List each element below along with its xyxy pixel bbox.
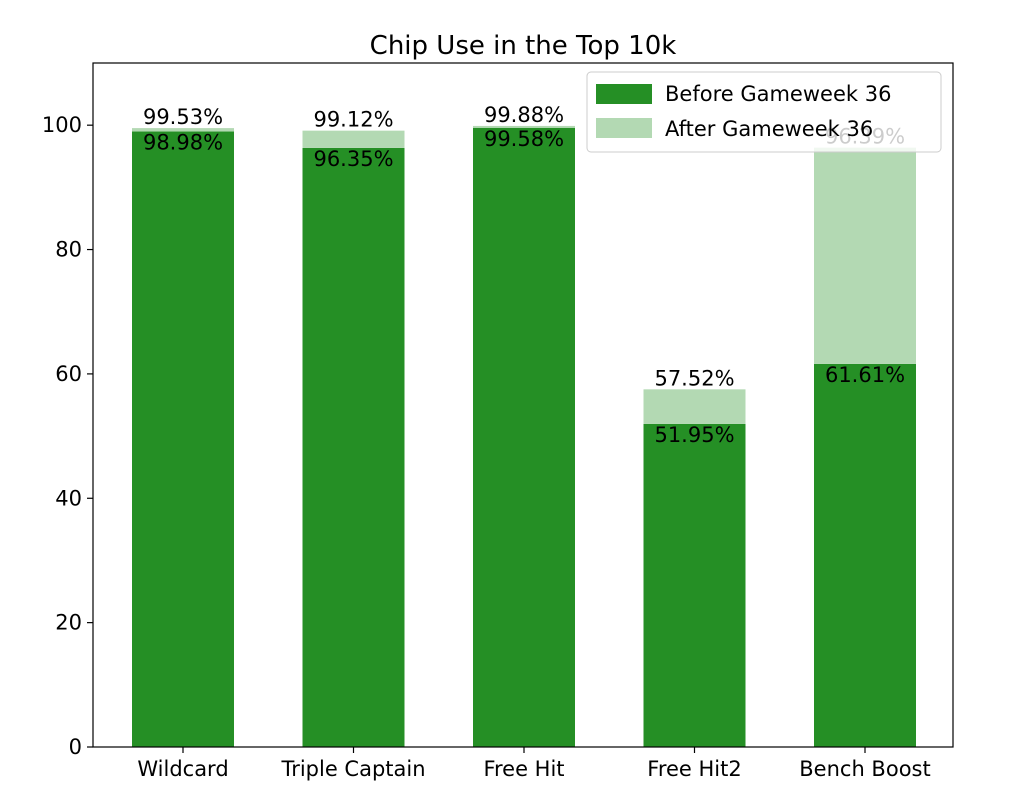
legend-swatch-after bbox=[596, 118, 652, 138]
data-label-before-2: 99.58% bbox=[484, 127, 564, 151]
chart-title: Chip Use in the Top 10k bbox=[370, 31, 677, 61]
bar-before-0 bbox=[132, 131, 234, 748]
bar-before-2 bbox=[473, 127, 575, 747]
x-tick-label-1: Triple Captain bbox=[280, 757, 425, 781]
x-tick-label-3: Free Hit2 bbox=[647, 757, 741, 781]
y-tick-label-5: 100 bbox=[42, 113, 82, 137]
data-label-after-2: 99.88% bbox=[484, 103, 564, 127]
bar-after-0 bbox=[132, 128, 234, 132]
y-tick-label-0: 0 bbox=[69, 735, 82, 759]
data-label-before-0: 98.98% bbox=[143, 131, 223, 155]
data-label-before-4: 61.61% bbox=[825, 363, 905, 387]
x-tick-label-4: Bench Boost bbox=[799, 757, 930, 781]
bar-after-3 bbox=[643, 389, 746, 424]
data-label-before-1: 96.35% bbox=[313, 147, 393, 171]
data-label-after-3: 57.52% bbox=[654, 366, 734, 390]
data-label-after-0: 99.53% bbox=[143, 105, 223, 129]
bar-before-3 bbox=[643, 423, 746, 747]
bar-after-1 bbox=[302, 130, 405, 148]
legend: Before Gameweek 36 After Gameweek 36 bbox=[586, 71, 942, 153]
bar-before-4 bbox=[814, 363, 916, 747]
bar-after-2 bbox=[473, 125, 575, 128]
y-tick-label-1: 20 bbox=[55, 611, 82, 635]
legend-box bbox=[586, 71, 942, 153]
bar-before-1 bbox=[302, 147, 405, 748]
y-tick-label-4: 80 bbox=[55, 238, 82, 262]
legend-label-after: After Gameweek 36 bbox=[665, 117, 873, 141]
y-tick-label-2: 40 bbox=[55, 486, 82, 510]
x-tick-label-2: Free Hit bbox=[483, 757, 564, 781]
bar-after-4 bbox=[814, 147, 916, 364]
legend-swatch-before bbox=[596, 84, 652, 104]
bars-layer bbox=[132, 125, 916, 748]
legend-label-before: Before Gameweek 36 bbox=[665, 82, 891, 106]
plot-frame bbox=[92, 62, 954, 748]
x-tick-label-0: Wildcard bbox=[137, 757, 228, 781]
data-label-after-1: 99.12% bbox=[313, 108, 393, 132]
axes-layer: Wildcard Triple Captain Free Hit Free Hit2 B… bbox=[42, 113, 931, 781]
y-tick-label-3: 60 bbox=[55, 362, 82, 386]
data-label-before-3: 51.95% bbox=[654, 423, 734, 447]
